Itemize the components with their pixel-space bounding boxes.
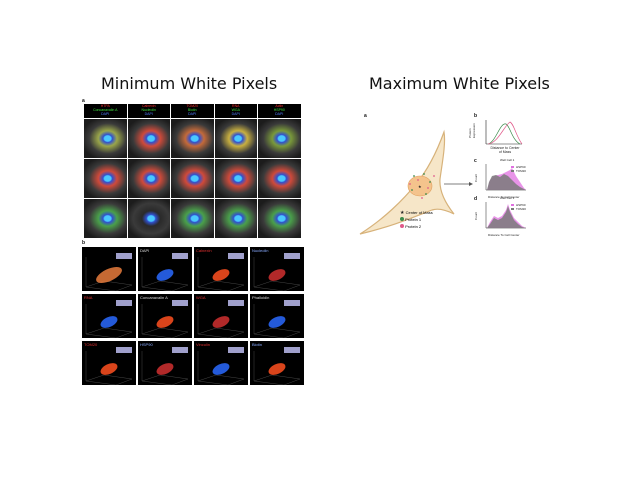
center-of-mass-star: ★ (418, 184, 422, 189)
grid-header: HTPA Concanavalin A DAPI (84, 104, 127, 118)
panel-b-xlabel: Distance to Center of Mass (490, 146, 520, 154)
legend-protein-2: Protein 2 (400, 223, 433, 230)
volume-cell-label: Phalloidin (252, 295, 270, 300)
cell-diagram: ★ (359, 129, 455, 235)
panel-c-legend-hsp90: HSP90 (516, 165, 526, 169)
protein-dot (413, 175, 415, 177)
volume-cell-label: Vinculin (196, 342, 210, 347)
micrograph-cell (214, 199, 257, 238)
grid-header: Calnexin Nucleolin DAPI (127, 104, 170, 118)
micrograph-cell (84, 199, 127, 238)
volume-cell: Nucleolin (250, 247, 304, 291)
right-panel-d-label: d (474, 196, 478, 202)
volume-cell: DAPI (138, 247, 192, 291)
volume-cell: Vinculin (194, 341, 248, 385)
left-figure: a HTPA Concanavalin A DAPI Calnexin Nucleoli… (80, 98, 304, 388)
micrograph-cell (171, 119, 214, 158)
micrograph-cell (127, 119, 170, 158)
micrograph-cell (258, 199, 301, 238)
right-panel-c-label: c (474, 158, 477, 164)
tom20-area (487, 174, 526, 190)
volume-cell: Calnexin (194, 247, 248, 291)
panel-d-chart (485, 202, 526, 229)
micrograph-cell (127, 199, 170, 238)
right-panel-b-label: b (474, 113, 478, 119)
protein-dot (427, 187, 429, 189)
dot-icon (400, 224, 404, 228)
micrograph-cell (171, 199, 214, 238)
panel-b-chart (485, 120, 523, 145)
micrograph-cell (258, 159, 301, 198)
volume-cell-label: Biotin (252, 342, 263, 347)
panel-d-legend-tom20: TOM20 (516, 207, 526, 211)
protein-2-curve (487, 121, 523, 145)
legend-protein-1: Protein 1 (400, 216, 433, 223)
legend-center-of-mass: ★ Center of Mass (400, 210, 433, 216)
micrograph-cell (84, 159, 127, 198)
panel-c-ylabel: Count (474, 173, 478, 182)
volume-cell: Biotin (250, 341, 304, 385)
panel-d-ylabel: Count (474, 211, 478, 220)
micrograph-cell (214, 159, 257, 198)
volume-cell-label: WGA (196, 295, 206, 300)
dot-icon (400, 217, 404, 221)
volume-cell-label: TOM20 (84, 342, 98, 347)
panel-c-xlabel: Distance To Cell Center (488, 195, 520, 199)
grid-header: Actin HSP90 DAPI (258, 104, 301, 118)
volume-cell: Concanavalin A (138, 294, 192, 338)
volume-cell: Phalloidin (250, 294, 304, 338)
panel-b-label: b (82, 240, 86, 246)
right-title: Maximum White Pixels (369, 74, 550, 93)
protein-dot (425, 193, 427, 195)
protein-dot (423, 173, 425, 175)
micrograph-cell (214, 119, 257, 158)
volume-cell: TOM20 (82, 341, 136, 385)
panel-d-legend-hsp90: HSP90 (516, 203, 526, 207)
volume-cell (82, 247, 136, 291)
protein-dot (409, 183, 411, 185)
right-figure: a ★ ★ Center of Mass Protein 1 Protein 2… (350, 110, 540, 245)
protein-dot (411, 189, 413, 191)
volume-cell: RNA (82, 294, 136, 338)
panel-c-subtitle: Well Cell 1 (500, 158, 515, 162)
legend: ★ Center of Mass Protein 1 Protein 2 (400, 209, 433, 230)
micrograph-cell (258, 119, 301, 158)
panel-c-chart (485, 164, 526, 191)
volume-cell: WGA (194, 294, 248, 338)
arrow (444, 182, 473, 186)
protein-dot (429, 181, 431, 183)
micrograph-cell (171, 159, 214, 198)
protein-dot (433, 175, 435, 177)
star-icon: ★ (400, 210, 405, 216)
volume-cell-label: Concanavalin A (140, 295, 168, 300)
micrograph-cell (127, 159, 170, 198)
grid-header: TOM20 Biotin DAPI (171, 104, 214, 118)
left-title: Minimum White Pixels (101, 74, 278, 93)
volume-cell-label: DAPI (140, 248, 150, 253)
grid-header: RNA WGA DAPI (214, 104, 257, 118)
tom20-area (487, 206, 526, 228)
panel-a-label: a (82, 98, 85, 104)
nucleus (407, 175, 433, 197)
volume-cell-label: Nucleolin (252, 248, 269, 253)
volume-cell-label: HSP90 (140, 342, 153, 347)
protein-dot (421, 197, 423, 199)
volume-cell: HSP90 (138, 341, 192, 385)
micrograph-cell (84, 119, 127, 158)
volume-cell-label: Calnexin (196, 248, 212, 253)
panel-d-xlabel: Distance To Cell Center (488, 233, 520, 237)
panel-c-legend-tom20: TOM20 (516, 169, 526, 173)
right-panel-a-label: a (364, 113, 367, 119)
panel-b-ylabel: Protein Expression (468, 123, 476, 138)
panel-d-subtitle: Well Cell 1 (500, 196, 515, 200)
volume-cell-label: RNA (84, 295, 93, 300)
protein-1-curve (487, 123, 521, 145)
protein-dot (417, 179, 419, 181)
